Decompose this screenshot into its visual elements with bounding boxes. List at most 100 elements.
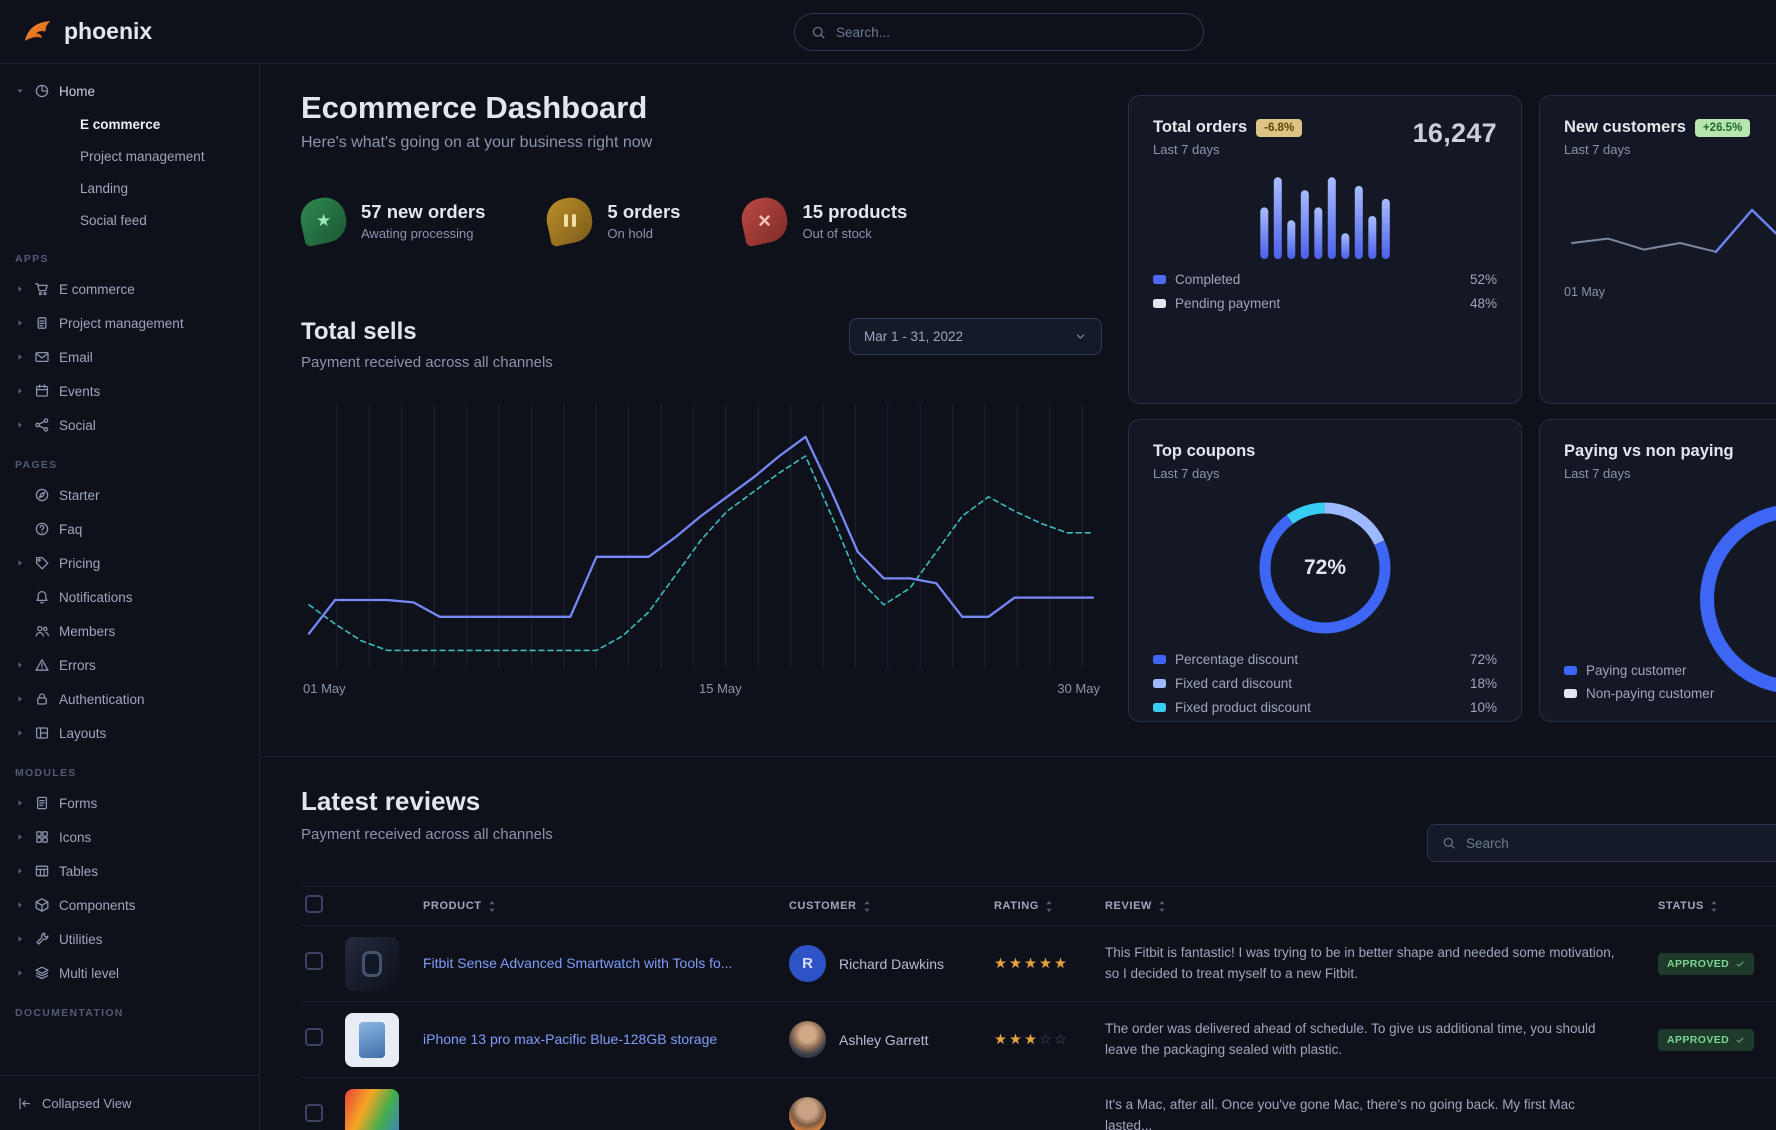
phoenix-logo-icon (24, 21, 51, 41)
column-header-product[interactable]: PRODUCT (423, 900, 789, 913)
grid-icon (34, 829, 50, 845)
smartwatch-icon (362, 950, 382, 977)
total-orders-value: 16,247 (1412, 118, 1497, 148)
sort-icon[interactable] (1158, 900, 1166, 913)
legend-swatch (1153, 275, 1166, 284)
product-image[interactable] (345, 936, 399, 991)
stat-caption: On hold (607, 225, 653, 241)
sidebar-item-components[interactable]: Components (0, 888, 259, 922)
sidebar-item-ecommerce-dashboard[interactable]: E commerce (80, 116, 161, 132)
reviews-search[interactable] (1427, 824, 1776, 862)
row-checkbox[interactable] (305, 1028, 323, 1046)
section-divider (261, 756, 1776, 757)
search-icon (1442, 836, 1456, 850)
warning-icon (34, 657, 50, 673)
legend-item: Completed 52% (1153, 272, 1497, 287)
product-link[interactable]: Fitbit Sense Advanced Smartwatch with To… (423, 954, 733, 971)
reviews-search-input[interactable] (1466, 835, 1774, 851)
column-header-rating[interactable]: RATING (994, 900, 1105, 913)
file-icon (34, 795, 50, 811)
date-range-select[interactable]: Mar 1 - 31, 2022 (849, 318, 1102, 355)
sort-icon[interactable] (1045, 900, 1053, 913)
caret-right-icon (15, 728, 25, 738)
iphone-box-icon (359, 1021, 385, 1058)
sidebar-item-authentication[interactable]: Authentication (0, 682, 259, 716)
sidebar-item-landing[interactable]: Landing (80, 180, 129, 196)
avatar[interactable] (789, 1097, 826, 1130)
sidebar-item-home[interactable]: Home (0, 74, 259, 108)
row-checkbox[interactable] (305, 952, 323, 970)
caret-right-icon (15, 934, 25, 944)
sidebar-item-multi-level[interactable]: Multi level (0, 956, 259, 990)
sidebar-item-events[interactable]: Events (0, 374, 259, 408)
select-all-checkbox[interactable] (305, 894, 323, 913)
product-image[interactable] (345, 1088, 399, 1130)
sidebar-item-pricing[interactable]: Pricing (0, 546, 259, 580)
legend-swatch (1564, 666, 1577, 675)
reviews-table: PRODUCT CUSTOMER RATING REVIEW STATUS Fi… (301, 886, 1776, 1130)
avatar[interactable] (789, 1021, 826, 1058)
sidebar-item-project-management[interactable]: Project management (0, 306, 259, 340)
topbar-search[interactable] (794, 13, 1204, 51)
pause-icon (564, 214, 576, 227)
mail-icon (34, 349, 50, 365)
star-icon: ★ (315, 211, 332, 230)
sidebar-item-tables[interactable]: Tables (0, 854, 259, 888)
check-icon (1735, 1035, 1745, 1045)
sidebar-item-ecommerce[interactable]: E commerce (0, 272, 259, 306)
sidebar-item-starter[interactable]: Starter (0, 478, 259, 512)
sidebar-item-errors[interactable]: Errors (0, 648, 259, 682)
caret-right-icon (15, 558, 25, 568)
column-header-status[interactable]: STATUS (1658, 900, 1776, 913)
review-text: This Fitbit is fantastic! I was trying t… (1105, 944, 1615, 981)
sidebar-item-utilities[interactable]: Utilities (0, 922, 259, 956)
legend-swatch (1153, 655, 1166, 664)
sidebar-item-project-management-dashboard[interactable]: Project management (80, 148, 205, 164)
sort-icon[interactable] (1710, 900, 1718, 913)
legend-swatch (1153, 299, 1166, 308)
on-hold-icon (543, 193, 597, 248)
caret-right-icon (15, 968, 25, 978)
sidebar-section-apps: APPS (15, 253, 49, 265)
legend-swatch (1153, 703, 1166, 712)
caret-right-icon (15, 660, 25, 670)
avatar[interactable]: R (789, 945, 826, 982)
card-title: Top coupons (1153, 442, 1256, 460)
brand-name: phoenix (64, 18, 153, 44)
stat-new-orders: ★ 57 new orders Awating processing (296, 193, 485, 248)
sidebar-item-members[interactable]: Members (0, 614, 259, 648)
caret-down-icon (15, 86, 25, 96)
total-sells-chart: 01 May 15 May 30 May (301, 402, 1102, 698)
brand-logo[interactable]: phoenix (22, 18, 152, 45)
sort-icon[interactable] (863, 900, 871, 913)
card-period: Last 7 days (1564, 142, 1631, 157)
sidebar-item-email[interactable]: Email (0, 340, 259, 374)
review-text: The order was delivered ahead of schedul… (1105, 1020, 1596, 1057)
new-customers-badge: +26.5% (1694, 118, 1751, 137)
customer-name: Ashley Garrett (839, 1031, 929, 1048)
sidebar-item-icons[interactable]: Icons (0, 820, 259, 854)
column-header-customer[interactable]: CUSTOMER (789, 900, 994, 913)
sidebar-item-notifications[interactable]: Notifications (0, 580, 259, 614)
product-link[interactable]: iPhone 13 pro max-Pacific Blue-128GB sto… (423, 1030, 718, 1047)
sidebar-item-social[interactable]: Social (0, 408, 259, 442)
sidebar-item-faq[interactable]: Faq (0, 512, 259, 546)
sort-icon[interactable] (488, 900, 496, 913)
collapsed-view-toggle[interactable]: Collapsed View (0, 1075, 259, 1130)
row-checkbox[interactable] (305, 1104, 323, 1122)
sidebar-item-forms[interactable]: Forms (0, 786, 259, 820)
users-icon (34, 623, 50, 639)
column-header-review[interactable]: REVIEW (1105, 900, 1658, 913)
topbar-search-input[interactable] (836, 24, 1187, 40)
rating-stars: ★★★☆☆ (994, 1031, 1069, 1048)
x-axis-label: 01 May (1564, 285, 1605, 299)
product-image[interactable] (345, 1012, 399, 1067)
paying-vs-non-paying-card: Paying vs non paying Last 7 days Paying … (1539, 419, 1776, 722)
stat-value: 5 orders (607, 200, 681, 222)
chevron-down-icon (1074, 330, 1087, 343)
sidebar-item-social-feed[interactable]: Social feed (80, 212, 147, 228)
sidebar-item-layouts[interactable]: Layouts (0, 716, 259, 750)
legend-item: Fixed card discount 18% (1153, 676, 1497, 691)
caret-right-icon (15, 900, 25, 910)
